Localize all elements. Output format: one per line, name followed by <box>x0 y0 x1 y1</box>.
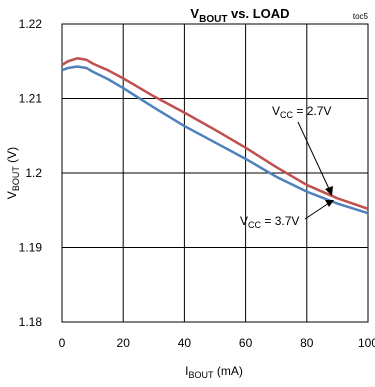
x-tick-label: 0 <box>59 336 66 350</box>
series-line-vcc-2-7v <box>61 57 369 210</box>
annotation-arrows <box>297 121 334 220</box>
arrow-line-vcc-2-7 <box>297 121 331 192</box>
x-tick-label: 80 <box>300 336 314 350</box>
x-tick-label: 20 <box>117 336 131 350</box>
y-tick-label: 1.21 <box>19 92 43 106</box>
y-tick-label: 1.2 <box>25 166 42 180</box>
y-tick-label: 1.19 <box>19 241 43 255</box>
series-label-vcc-2-7: VCC = 2.7V <box>272 104 331 120</box>
y-axis-label: VBOUT (V) <box>5 147 21 199</box>
x-tick-label: 60 <box>239 336 253 350</box>
arrowhead-vcc-3-7 <box>325 200 334 207</box>
arrowhead-vcc-2-7 <box>325 186 333 196</box>
y-axis-ticks: 1.18 1.19 1.2 1.21 1.22 <box>19 17 43 329</box>
x-axis-label: IBOUT (mA) <box>185 364 243 380</box>
x-axis-ticks: 0 20 40 60 80 100 <box>59 336 375 350</box>
series-label-vcc-3-7: VCC = 3.7V <box>240 214 299 230</box>
series-line-vcc-3-7v <box>61 65 369 215</box>
arrow-line-vcc-3-7 <box>304 202 330 220</box>
x-tick-label: 100 <box>358 336 375 350</box>
x-tick-label: 40 <box>178 336 192 350</box>
y-tick-label: 1.22 <box>19 17 43 31</box>
series-lines <box>61 57 369 215</box>
gridlines <box>62 24 368 322</box>
chart-title: VBOUT vs. LOAD <box>190 6 289 25</box>
y-tick-label: 1.18 <box>19 315 43 329</box>
chart-tag: toc5 <box>353 12 369 21</box>
